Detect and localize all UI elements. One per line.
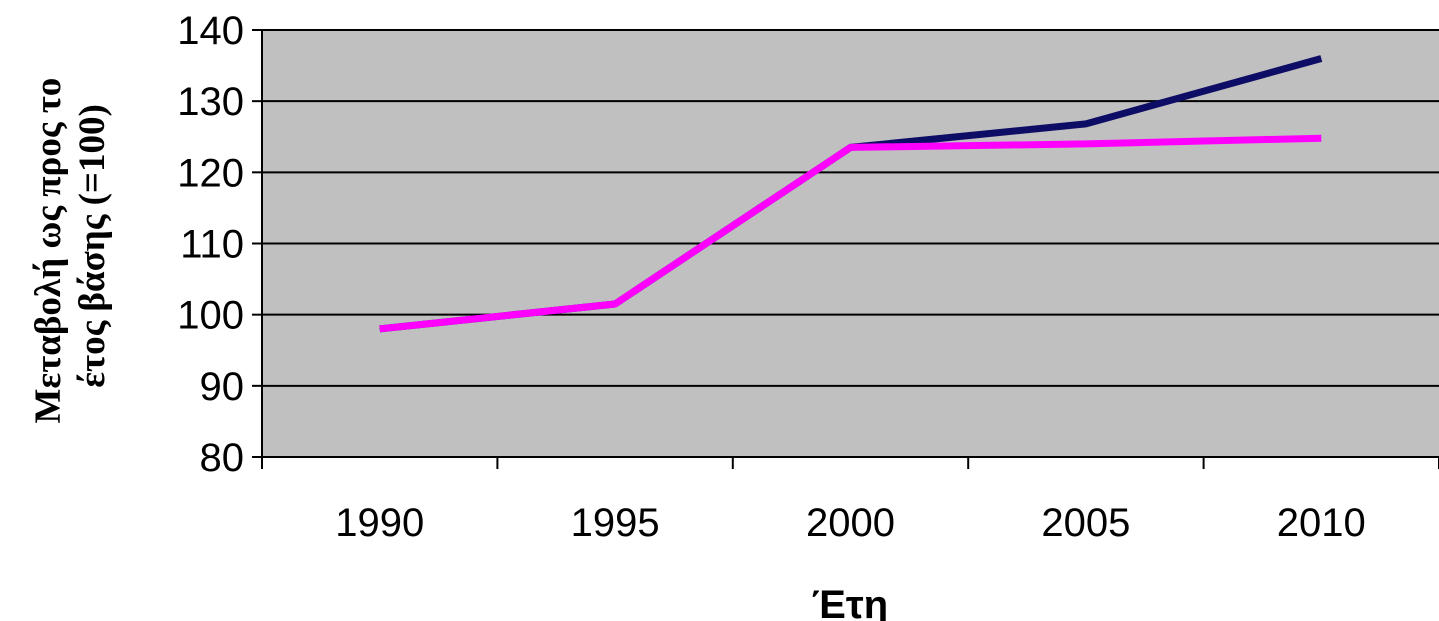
y-tick-label: 90 bbox=[200, 365, 245, 409]
y-axis-label-line-1: Μεταβολή ως προς το bbox=[28, 78, 69, 424]
x-axis-label: Έτη bbox=[812, 583, 888, 621]
x-tick-label: 1990 bbox=[335, 501, 424, 545]
x-tick-label: 1995 bbox=[571, 501, 660, 545]
x-tick-label: 2010 bbox=[1277, 501, 1366, 545]
x-tick-label: 2005 bbox=[1041, 501, 1130, 545]
y-tick-label: 110 bbox=[180, 223, 244, 267]
y-tick-labels: 80 90 100 110 120 130 140 bbox=[177, 9, 244, 480]
x-tick-labels: 1990 1995 2000 2005 2010 bbox=[335, 501, 1366, 545]
series-line-2 bbox=[379, 134, 1322, 333]
x-tick-label: 2000 bbox=[806, 501, 895, 545]
y-tick-label: 100 bbox=[177, 294, 244, 338]
gridlines bbox=[262, 29, 1439, 387]
y-tick-label: 120 bbox=[177, 151, 244, 195]
y-tick-label: 80 bbox=[200, 436, 245, 480]
y-axis-label: Μεταβολή ως προς το έτος βάσης (=100) bbox=[28, 68, 113, 423]
axes bbox=[252, 29, 1439, 469]
y-tick-label: 140 bbox=[177, 9, 244, 53]
y-axis-label-line-2: έτος βάσης (=100) bbox=[72, 104, 113, 388]
y-tick-label: 130 bbox=[177, 80, 244, 124]
series-group bbox=[379, 55, 1323, 333]
